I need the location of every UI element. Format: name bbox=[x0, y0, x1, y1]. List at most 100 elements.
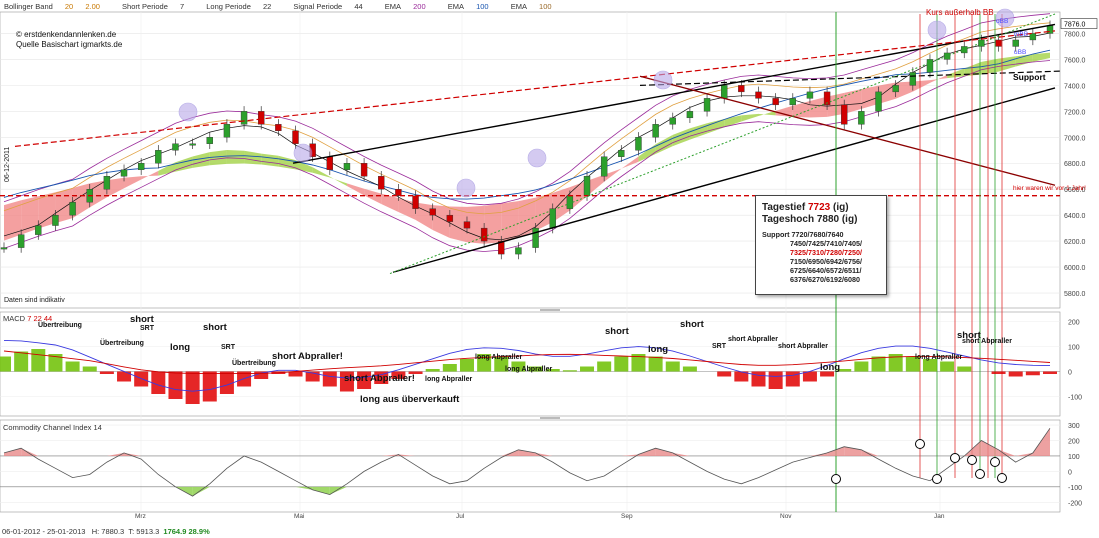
cloud-segment bbox=[518, 197, 536, 238]
cci-tick-label: 300 bbox=[1068, 423, 1080, 430]
cci-oversold-fill bbox=[329, 486, 347, 495]
cloud-segment bbox=[964, 61, 982, 77]
macd-annotation: short Abpraller bbox=[778, 343, 828, 350]
macd-chart bbox=[0, 339, 1057, 404]
macd-tick-label: 0 bbox=[1068, 370, 1072, 377]
cci-chart bbox=[3, 427, 1051, 497]
macd-histogram-bar bbox=[425, 369, 440, 372]
cloud-segment bbox=[775, 105, 793, 117]
cloud-segment bbox=[501, 201, 519, 243]
price-tick-label: 6000.0 bbox=[1064, 265, 1086, 272]
macd-histogram-bar bbox=[768, 371, 783, 389]
macd-histogram-bar bbox=[511, 361, 526, 372]
candle-body bbox=[446, 214, 454, 222]
macd-histogram-bar bbox=[254, 371, 269, 379]
candle-body bbox=[566, 195, 574, 209]
price-tick-label: 7600.0 bbox=[1064, 57, 1086, 64]
macd-histogram-bar bbox=[580, 366, 595, 372]
macd-histogram-bar bbox=[802, 371, 817, 382]
price-tick-label: 6800.0 bbox=[1064, 161, 1086, 168]
candle-body bbox=[823, 91, 831, 106]
macd-histogram-bar bbox=[820, 371, 835, 377]
info-box: Tagestief 7723 (ig) Tageshoch 7880 (ig) … bbox=[755, 195, 887, 295]
kurs-ausserhalb-label: Kurs außerhalb BB bbox=[926, 8, 994, 17]
highlight-circle bbox=[927, 20, 947, 40]
candle-body bbox=[189, 143, 196, 146]
candle-body bbox=[978, 39, 985, 47]
macd-annotation: long Abpraller bbox=[425, 376, 473, 383]
cci-tick-label: -100 bbox=[1068, 485, 1082, 492]
cci-overbought-fill bbox=[21, 448, 39, 456]
macd-histogram-bar bbox=[854, 361, 869, 372]
trendlines bbox=[0, 8, 1061, 512]
candle-body bbox=[892, 85, 899, 93]
falling-trendline bbox=[639, 75, 1056, 186]
candle-body bbox=[926, 59, 934, 73]
macd-annotation: Übertreibung bbox=[232, 360, 276, 367]
macd-histogram-bar bbox=[734, 371, 749, 382]
macd-histogram-bar bbox=[1043, 371, 1057, 374]
candle-body bbox=[909, 72, 917, 86]
cci-overbought-fill bbox=[809, 452, 828, 456]
panel-splitter-2[interactable] bbox=[540, 417, 560, 419]
cci-oversold-fill bbox=[312, 486, 330, 495]
cci-oversold-fill bbox=[192, 486, 210, 497]
macd-histogram-bar bbox=[871, 356, 886, 372]
cci-overbought-fill bbox=[1032, 428, 1050, 456]
resistance-dashed-line bbox=[14, 30, 1056, 147]
macd-histogram-bar bbox=[905, 356, 920, 372]
price-tick-label: 7000.0 bbox=[1064, 135, 1086, 142]
macd-tick-label: 200 bbox=[1068, 320, 1080, 327]
signal-circle bbox=[950, 453, 960, 463]
macd-histogram-bar bbox=[48, 354, 63, 372]
price-tick-label: 6200.0 bbox=[1064, 239, 1086, 246]
cloud-segment bbox=[141, 170, 159, 180]
macd-histogram-bar bbox=[888, 354, 903, 372]
macd-tick-label: 100 bbox=[1068, 345, 1080, 352]
macd-histogram-bar bbox=[648, 356, 663, 372]
macd-histogram-bar bbox=[837, 369, 852, 372]
macd-histogram-bar bbox=[408, 371, 423, 374]
macd-annotation: short bbox=[680, 319, 704, 330]
copyright-note: © erstdenkendannlenken.de Quelle Basisch… bbox=[16, 30, 123, 49]
macd-annotation: short bbox=[130, 314, 154, 325]
highlight-circle bbox=[293, 143, 313, 163]
macd-histogram-bar bbox=[117, 371, 132, 382]
support-label: Support bbox=[1013, 72, 1046, 82]
price-tick-label: 7400.0 bbox=[1064, 83, 1086, 90]
cloud-segment bbox=[449, 206, 467, 243]
cci-tick-label: 0 bbox=[1068, 469, 1072, 476]
signal-circle bbox=[831, 474, 841, 484]
macd-annotation: short Abpraller bbox=[962, 338, 1012, 345]
price-tick-label: 7200.0 bbox=[1064, 109, 1086, 116]
obb-label: oBB bbox=[996, 18, 1009, 25]
ubb-label: uBB bbox=[1014, 49, 1027, 56]
price-tick-label: 6600.0 bbox=[1064, 187, 1086, 194]
candle-body bbox=[1012, 39, 1019, 47]
candle-body bbox=[0, 247, 8, 250]
signal-circle bbox=[967, 455, 977, 465]
macd-histogram-bar bbox=[631, 354, 646, 372]
macd-histogram-bar bbox=[1008, 371, 1023, 377]
upper-band-line bbox=[3, 13, 1051, 206]
cloud-segment bbox=[758, 110, 776, 117]
candle-body bbox=[532, 227, 539, 248]
cloud-segment bbox=[912, 80, 930, 92]
candle-body bbox=[258, 111, 265, 125]
cci-overbought-fill bbox=[501, 449, 519, 456]
macd-histogram-bar bbox=[65, 361, 80, 372]
candle-body bbox=[480, 227, 488, 242]
candle-body bbox=[378, 176, 385, 190]
candle-body bbox=[618, 150, 625, 157]
upper-trendline bbox=[292, 23, 1056, 164]
candle-body bbox=[429, 208, 436, 216]
price-tick-label: 5800.0 bbox=[1064, 291, 1086, 298]
footer-status: 06-01-2012 - 25-01-2013 H: 7880.3 T: 591… bbox=[2, 527, 210, 536]
macd-histogram-bar bbox=[665, 361, 680, 372]
macd-histogram-bar bbox=[717, 371, 732, 377]
candle-body bbox=[17, 234, 25, 248]
highlight-circle bbox=[995, 8, 1015, 28]
ema-line-orange bbox=[3, 22, 1051, 215]
panel-splitter-1[interactable] bbox=[540, 309, 560, 311]
